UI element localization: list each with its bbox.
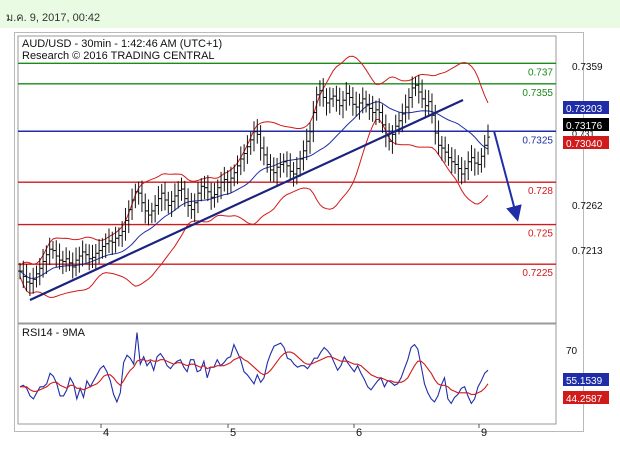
- rsi-panel-border: [17, 323, 557, 425]
- rsi-ma-tag: 44.2587: [566, 394, 603, 405]
- top-bar: ม.ค. 9, 2017, 00:42: [0, 0, 620, 28]
- x-tick-label-4: 4: [103, 427, 109, 439]
- date-label: ม.ค. 9, 2017, 00:42: [6, 12, 101, 24]
- rsi-title: RSI14 - 9MA: [22, 327, 86, 339]
- level-label-0: 0.737: [528, 67, 553, 78]
- chart-title: AUD/USD - 30min - 1:42:46 AM (UTC+1): [22, 38, 222, 50]
- level-label-3: 0.728: [528, 186, 553, 197]
- rsi-y-tick-70: 70: [566, 346, 578, 357]
- price-tag-low-box: [563, 136, 609, 149]
- bollinger-upper: [19, 55, 489, 266]
- x-tick-label-6: 6: [356, 427, 362, 439]
- price-tag-high: 0.73203: [566, 104, 603, 115]
- price-tag-current-box: [563, 118, 609, 131]
- price-panel-border: [17, 35, 557, 324]
- y-tick-label-0: 0.7359: [572, 62, 603, 73]
- rsi-tag-current-box: [563, 373, 609, 386]
- bollinger-lower: [19, 119, 489, 298]
- rsi-ma-line: [20, 351, 489, 395]
- rsi-line: [19, 332, 489, 405]
- forecast-arrow: [493, 130, 522, 222]
- level-label-1: 0.7355: [522, 88, 553, 99]
- level-label-4: 0.725: [528, 229, 553, 240]
- x-tick-label-9: 9: [481, 427, 487, 439]
- price-tag-current: 0.73176: [566, 121, 603, 132]
- x-tick-label-5: 5: [230, 427, 236, 439]
- chart-subtitle: Research © 2016 TRADING CENTRAL: [22, 50, 215, 62]
- price-tag-low: 0.73040: [566, 139, 603, 150]
- rsi-ma-tag-box: [563, 391, 609, 404]
- level-label-5: 0.7225: [522, 268, 553, 279]
- y-tick-label-3: 0.7213: [572, 246, 603, 257]
- trendline: [29, 99, 464, 301]
- moving-average: [19, 101, 489, 279]
- rsi-tag-current: 55.1539: [566, 376, 603, 387]
- y-tick-label-1: 0.731: [572, 129, 595, 139]
- level-label-2: 0.7325: [522, 135, 553, 146]
- y-tick-label-2: 0.7262: [572, 201, 603, 212]
- price-tag-high-box: [563, 101, 609, 114]
